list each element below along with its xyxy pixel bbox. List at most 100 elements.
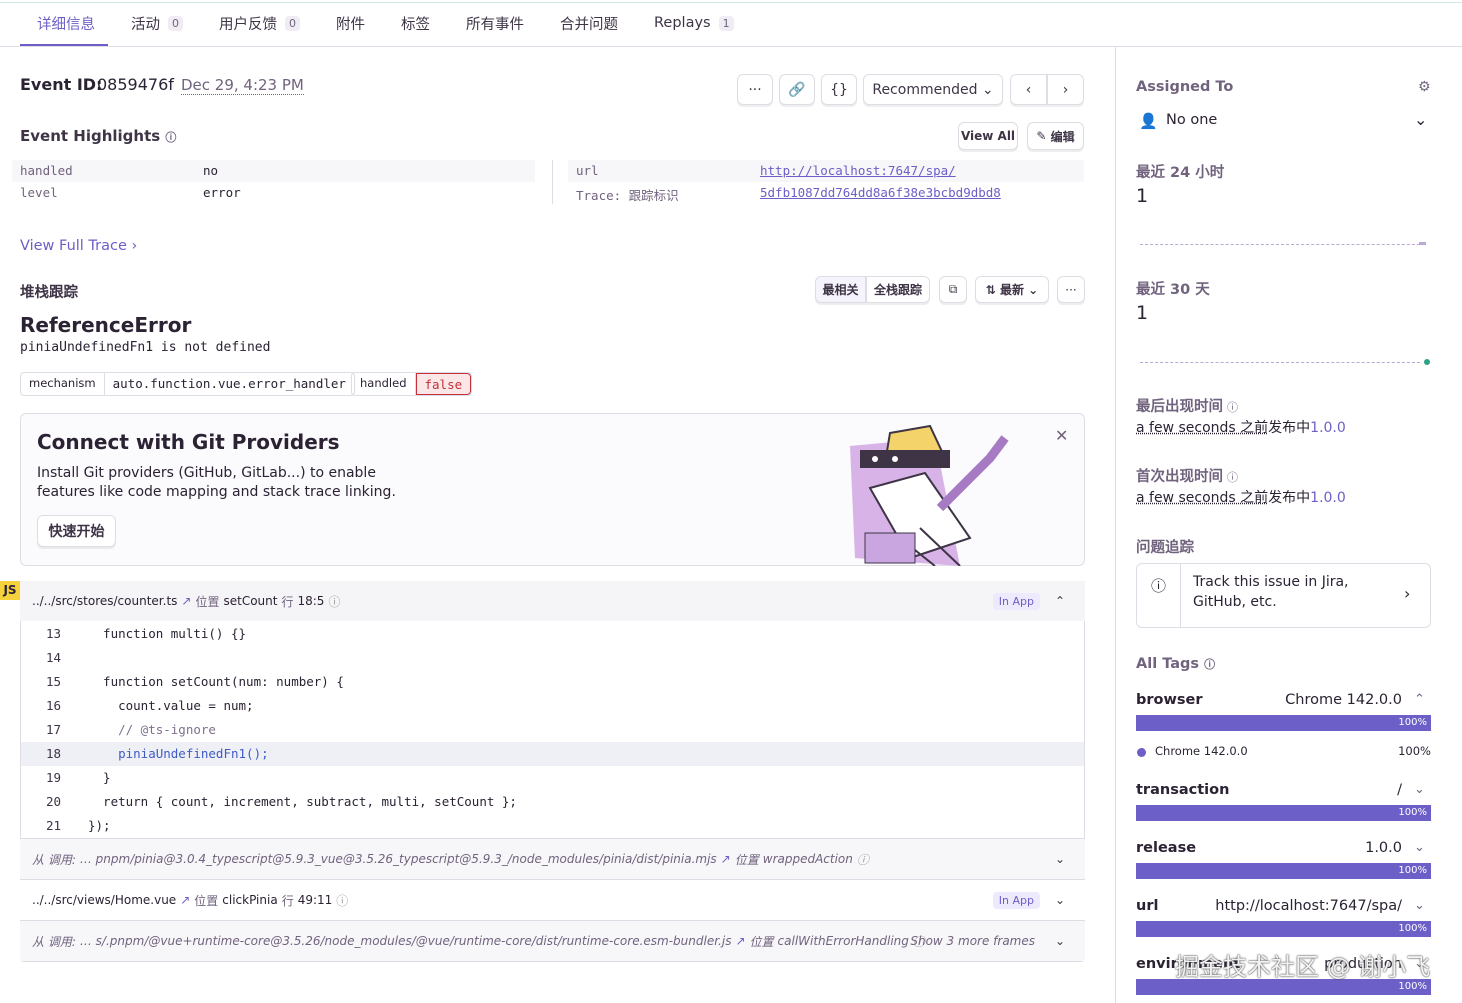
line-number: 15 — [46, 674, 62, 689]
decoration — [872, 456, 878, 462]
tracking-label: 问题追踪 — [1136, 540, 1194, 556]
git-title: Connect with Git Providers — [37, 430, 340, 454]
tracking-box[interactable] — [1136, 563, 1431, 628]
tag-bar[interactable]: 100% — [1136, 979, 1431, 995]
tab[interactable]: 用户反馈 0 — [219, 0, 300, 46]
chevron: ⌃ — [1054, 594, 1065, 608]
full-stack-button[interactable]: 全栈跟踪 — [866, 276, 930, 303]
in-app-badge: In App — [992, 592, 1040, 610]
tracking-text: GitHub, etc. — [1193, 594, 1277, 610]
view-all-button[interactable]: View All — [958, 122, 1018, 150]
link-button[interactable]: 🔗 — [779, 74, 815, 105]
external-icon: ↗ — [735, 934, 746, 948]
tag-value: production — [1324, 956, 1402, 972]
line-number: 16 — [46, 698, 62, 713]
tab-label: 详细信息 — [37, 16, 95, 33]
seen-release[interactable]: 1.0.0 — [1310, 420, 1346, 436]
tag-bar[interactable]: 100% — [1136, 921, 1431, 937]
edit-label: 编辑 — [1050, 129, 1075, 144]
chevron: ⌄ — [1054, 934, 1065, 948]
tag-bar[interactable]: 100% — [1136, 863, 1431, 879]
code-line: function multi() {} — [88, 626, 247, 641]
legend-percent: 100% — [1398, 744, 1431, 758]
highlight-key: url — [576, 163, 599, 178]
frame-file: … pnpm/pinia@3.0.4_typescript@5.9.3_vue@… — [79, 852, 717, 866]
tab[interactable]: 活动 0 — [131, 0, 183, 46]
more-button[interactable]: ··· — [737, 74, 773, 105]
prev-button[interactable]: ‹ — [1010, 74, 1047, 105]
frame-file: ../../src/views/Home.vue — [32, 893, 177, 907]
frame-header[interactable]: ../../src/stores/counter.ts ↗ 位置 setCount 行 1… — [20, 581, 1085, 621]
edit-button[interactable]: ✎ 编辑 — [1027, 122, 1084, 150]
row-bg — [12, 160, 535, 182]
top-border — [0, 2, 1462, 3]
tab-label: 附件 — [336, 16, 365, 33]
tag-key: environment — [1136, 956, 1241, 972]
seen-in-release: 发布中 — [1268, 490, 1311, 506]
highlight-value: no — [203, 163, 219, 178]
event-date[interactable]: Dec 29, 4:23 PM — [181, 76, 304, 95]
frame-loc-label: 位置 — [749, 934, 774, 949]
tag-chevron: ⌄ — [1414, 840, 1425, 855]
help-icon: ⓘ — [912, 934, 925, 949]
code-line: function setCount(num: number) { — [88, 674, 344, 689]
info-icon: ⓘ — [1151, 577, 1167, 595]
tab-badge: 0 — [285, 15, 300, 31]
tracking-text: Track this issue in Jira, — [1193, 574, 1349, 590]
copy-button[interactable]: ⧉ — [939, 276, 967, 303]
tag-key: release — [1136, 840, 1197, 856]
tab[interactable]: 详细信息 — [37, 0, 95, 46]
highlighted-line — [21, 742, 1084, 766]
tab[interactable]: Replays 1 — [654, 0, 734, 46]
help-icon: ⓘ — [1227, 471, 1238, 484]
tab[interactable]: 标签 — [401, 0, 430, 46]
highlight-value[interactable]: 5dfb1087dd764dd8a6f38e3bcbd9dbd8 — [760, 185, 1001, 200]
settings-icon[interactable]: ⚙ — [1418, 79, 1431, 95]
tab[interactable]: 附件 — [336, 0, 365, 46]
tab-label: 合并问题 — [560, 16, 618, 33]
tag-chevron: ⌄ — [1414, 898, 1425, 913]
assignee[interactable]: No one — [1166, 112, 1218, 128]
line-number: 19 — [46, 770, 62, 785]
tag-bar[interactable]: 100% — [1136, 715, 1431, 731]
git-body: features like code mapping and stack tra… — [37, 484, 396, 500]
frame-line: 18:5 — [297, 594, 325, 608]
assignee-chevron[interactable]: ⌄ — [1414, 110, 1428, 129]
help-icon: ⓘ — [336, 893, 349, 908]
decoration: ⓘ — [1204, 658, 1216, 671]
git-illustration — [850, 424, 1009, 566]
recommended-dropdown[interactable]: Recommended ⌄ — [863, 74, 1003, 105]
sidebar-divider — [1115, 46, 1116, 1003]
sparkline — [1140, 362, 1420, 363]
frame-header[interactable]: 从 调用:… pnpm/pinia@3.0.4_typescript@5.9.3… — [20, 838, 1085, 879]
frame-loc-label: 位置 — [734, 852, 759, 867]
last-30d-label: 最近 30 天 — [1136, 282, 1210, 298]
frame-header[interactable]: ../../src/views/Home.vue ↗ 位置 clickPinia 行 49… — [20, 879, 1085, 920]
tab[interactable]: 所有事件 — [466, 0, 524, 46]
quick-start-button[interactable]: 快速开始 — [37, 515, 116, 547]
close-button[interactable]: ✕ — [1055, 426, 1069, 445]
stack-more-button[interactable]: ··· — [1057, 276, 1085, 303]
line-number: 20 — [46, 794, 62, 809]
git-body: Install Git providers (GitHub, GitLab...… — [37, 465, 376, 481]
most-relevant-button[interactable]: 最相关 — [815, 276, 866, 303]
column-divider — [552, 160, 553, 204]
chip-key: handled — [352, 373, 416, 395]
tab-badge: 1 — [718, 15, 734, 31]
tracking-chevron: › — [1404, 584, 1411, 603]
last-24h-count: 1 — [1136, 185, 1149, 207]
json-button[interactable]: {} — [821, 74, 857, 105]
tab[interactable]: 合并问题 — [560, 0, 618, 46]
next-button[interactable]: › — [1047, 74, 1084, 105]
view-full-trace[interactable]: View Full Trace › — [20, 238, 138, 254]
chip-value: false — [415, 373, 472, 395]
frame-header[interactable]: 从 调用:… s/.pnpm/@vue+runtime-core@3.5.26/… — [20, 920, 1085, 961]
highlight-value[interactable]: http://localhost:7647/spa/ — [760, 163, 956, 178]
seen-release[interactable]: 1.0.0 — [1310, 490, 1346, 506]
tag-value: Chrome 142.0.0 — [1285, 692, 1402, 708]
tag-key: url — [1136, 898, 1159, 914]
sort-button[interactable]: ⇅ 最新 ⌄ — [975, 276, 1049, 303]
last-24h-label: 最近 24 小时 — [1136, 165, 1225, 181]
tag-bar[interactable]: 100% — [1136, 805, 1431, 821]
